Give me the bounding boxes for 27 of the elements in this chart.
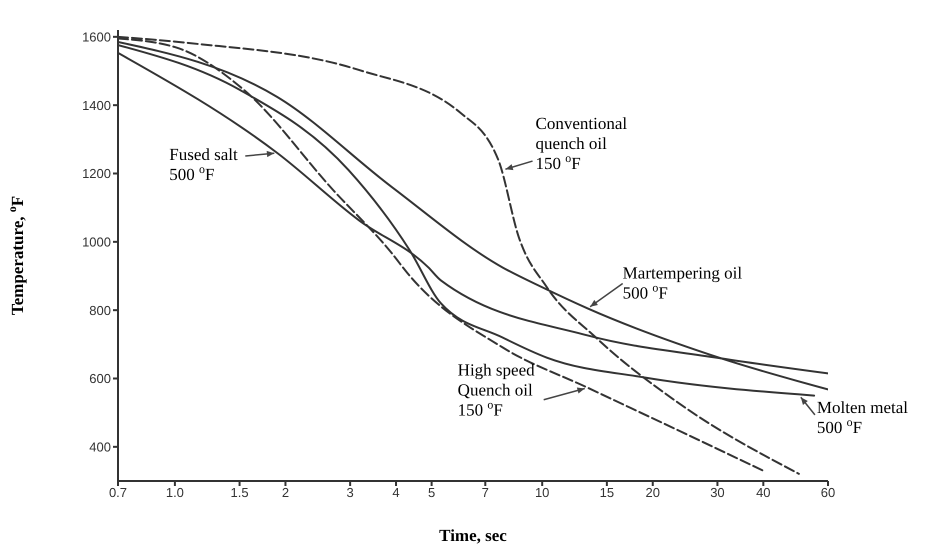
x-tick-label: 2 [282, 485, 290, 500]
y-tick-label: 1400 [82, 98, 111, 113]
y-tick-label: 1200 [82, 166, 111, 182]
annotation: Fused salt 500 $^{o}$F [169, 145, 238, 184]
x-tick-label: 1.0 [166, 485, 184, 500]
x-tick-label: 20 [646, 485, 660, 500]
y-tick-label: 1600 [82, 29, 111, 44]
x-tick-label: 4 [392, 485, 400, 500]
x-axis-title: Time, sec [439, 526, 508, 545]
annotation: Molten metal 500 $^{o}$F [816, 398, 908, 437]
y-tick-label: 400 [89, 439, 111, 454]
y-tick-label: 800 [89, 302, 111, 318]
annotation: Martempering oil 500 $^{o}$F [622, 263, 742, 302]
x-tick-label: 7 [482, 485, 489, 500]
x-tick-label: 30 [710, 485, 725, 500]
annotation: High speed Quench oil 150 $^{o}$F [458, 360, 536, 420]
x-tick-label: 5 [428, 485, 436, 500]
x-tick-label: 1.5 [230, 485, 249, 500]
annotation: Conventional quench oil 150 $^{o}$F [536, 114, 628, 174]
x-tick-label: 0.7 [108, 485, 128, 500]
x-tick-label: 10 [534, 485, 550, 500]
x-tick-label: 40 [756, 485, 771, 500]
y-tick-label: 1000 [82, 234, 111, 250]
y-tick-label: 600 [89, 371, 111, 386]
x-tick-label: 3 [346, 485, 354, 500]
x-tick-label: 60 [820, 485, 836, 500]
x-tick-label: 15 [600, 485, 614, 500]
